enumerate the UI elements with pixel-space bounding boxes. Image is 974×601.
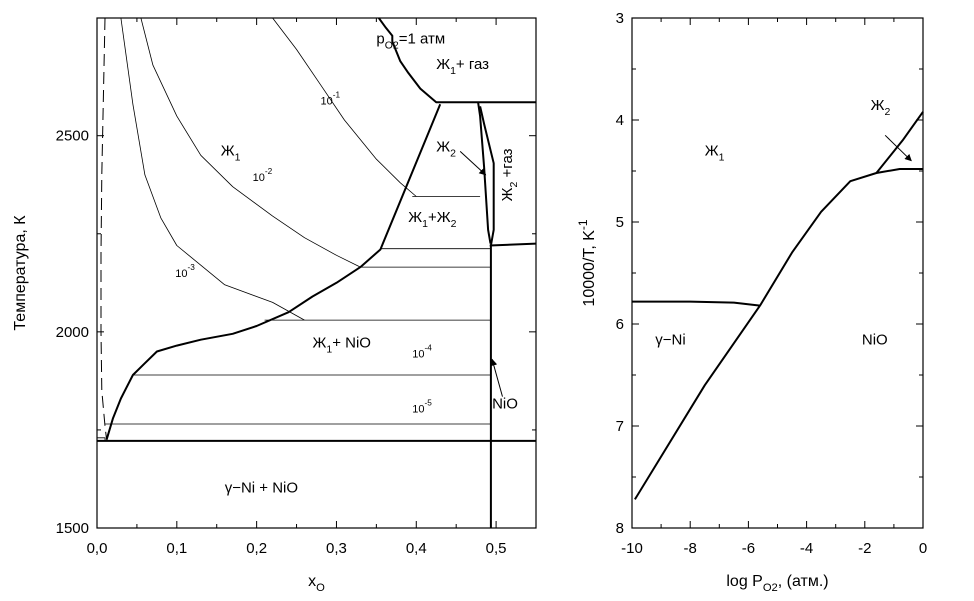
- x-axis-label: xO: [308, 573, 325, 594]
- y-tick-label: 2500: [56, 128, 89, 145]
- x-tick-label: 0: [919, 540, 927, 557]
- region-label: Ж2: [871, 97, 891, 118]
- x-tick-label: -10: [621, 540, 643, 557]
- region-label: Ж1+ NiO: [313, 335, 371, 356]
- pressure-isobar-label: 10-4: [412, 343, 432, 360]
- y-axis-label: Температура, К: [12, 215, 29, 331]
- phase-boundary-line-2: [107, 104, 441, 439]
- plot-frame: [632, 18, 923, 528]
- phase-boundary-line-1: [632, 302, 760, 306]
- y-axis-label: 10000/T, K-1: [576, 219, 598, 306]
- y-tick-label: 5: [616, 214, 624, 231]
- y-tick-label: 4: [616, 112, 624, 129]
- x-tick-label: -2: [858, 540, 871, 557]
- region-label: Ж2: [436, 138, 456, 159]
- region-label: Ж1+ газ: [436, 56, 489, 77]
- y-tick-label: 7: [616, 418, 624, 435]
- phase-boundary-line-4: [490, 244, 536, 246]
- region-label: γ−Ni: [655, 331, 685, 348]
- x-axis-label: log PO2, (атм.): [726, 573, 828, 594]
- y-tick-label: 1500: [56, 520, 89, 537]
- pressure-isobar-label: 10-1: [320, 90, 340, 107]
- region-label: NiO: [492, 395, 518, 412]
- x-tick-label: -6: [742, 540, 755, 557]
- region-label: Ж1: [705, 143, 725, 164]
- phase-boundary-line-0: [635, 112, 923, 500]
- x-tick-label: 0,4: [406, 540, 427, 557]
- x-tick-label: -8: [684, 540, 697, 557]
- region-label: pO2=1 атм: [376, 31, 445, 52]
- inverse-temperature-log-po2-chart: -10 -8 -6 -4 -2 0 3 4 5 6 7 8 Ж1 Ж2 γ−Ni NiO log PO2, (а…: [576, 10, 927, 594]
- region-label: NiO: [862, 331, 888, 348]
- x-tick-label: 0,5: [486, 540, 507, 557]
- x-tick-label: 0,3: [326, 540, 347, 557]
- x-tick-label: 0,2: [246, 540, 267, 557]
- region-label: Ж1+Ж2: [408, 209, 456, 230]
- phase-boundary-line-14: [121, 18, 305, 320]
- region-label: Ж1: [221, 142, 241, 163]
- region-label: γ−Ni + NiO: [225, 480, 298, 497]
- pressure-isobar-label: 10-5: [412, 398, 432, 415]
- temperature-composition-chart: 0,0 0,1 0,2 0,3 0,4 0,5 1500 2000 2500 Ж1 Ж1+ газ Ж…: [12, 18, 536, 594]
- y-tick-label: 6: [616, 316, 624, 333]
- pointer-arrow: [460, 151, 486, 175]
- phase-boundary-line-2: [876, 169, 923, 173]
- y-tick-label: 8: [616, 520, 624, 537]
- plot-frame: [97, 18, 536, 528]
- x-tick-label: -4: [800, 540, 813, 557]
- phase-boundary-line-16: [101, 18, 107, 440]
- pressure-isobar-label: 10-3: [175, 263, 195, 280]
- region-label-vertical: Ж2 +газ: [499, 148, 520, 201]
- x-tick-label: 0,0: [87, 540, 108, 557]
- y-tick-label: 3: [616, 10, 624, 27]
- x-tick-label: 0,1: [166, 540, 187, 557]
- pressure-isobar-label: 10-2: [253, 167, 273, 184]
- pointer-arrow: [492, 359, 502, 396]
- phase-boundary-line-13: [141, 18, 361, 267]
- y-tick-label: 2000: [56, 324, 89, 341]
